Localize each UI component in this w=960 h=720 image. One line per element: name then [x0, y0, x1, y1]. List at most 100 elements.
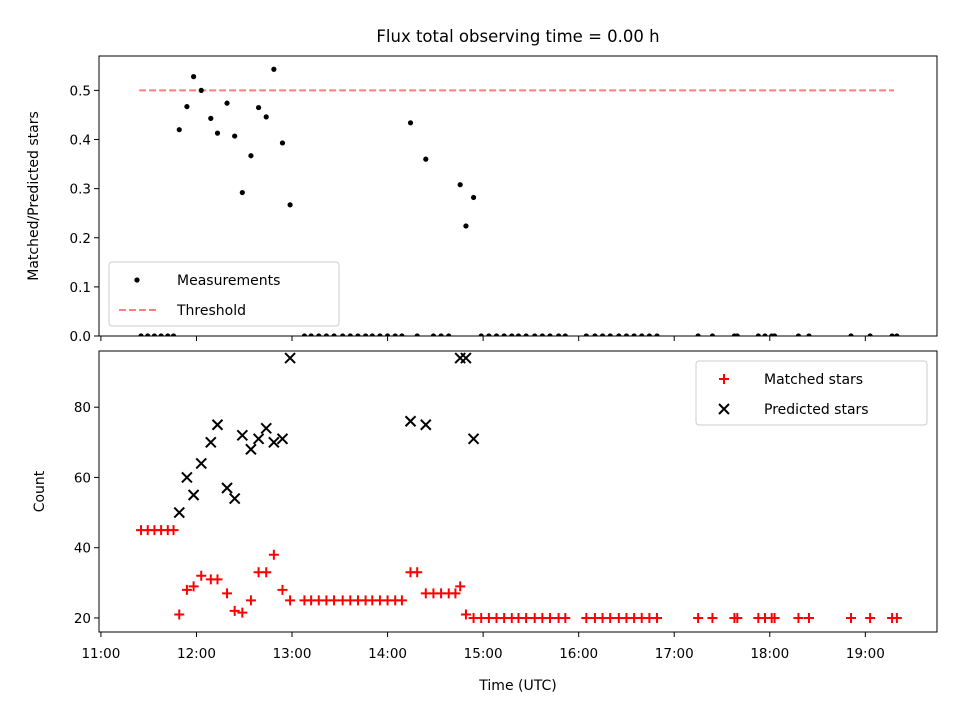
- legend-label: Threshold: [176, 303, 246, 319]
- matched-star-point: [212, 574, 223, 585]
- measurement-point: [631, 333, 637, 336]
- measurement-point: [599, 333, 606, 336]
- predicted-star-point: [460, 352, 472, 364]
- measurement-point: [308, 333, 314, 336]
- measurement-point: [867, 333, 873, 336]
- x-tick-label: 19:00: [846, 646, 885, 662]
- predicted-star-point: [173, 506, 185, 519]
- measurement-point: [894, 333, 900, 336]
- predicted-star-point: [252, 433, 265, 445]
- measurement-point: [446, 333, 452, 336]
- measurement-point: [889, 333, 895, 336]
- matched-star-point: [560, 612, 571, 623]
- measurement-point: [623, 333, 630, 336]
- predicted-star-point: [195, 457, 207, 470]
- measurement-point: [438, 333, 444, 336]
- measurement-point: [355, 333, 361, 336]
- measurement-point: [470, 194, 477, 201]
- panel-ratio: 0.0 0.1 0.2 0.3 0.4 0.5 Matched/Predicted star…: [26, 55, 938, 345]
- panel-count: 20 40 60 80 11:00 12:00 13:00 14:00 15:00 16:00 17…: [32, 350, 938, 662]
- x-tick-label: 12:00: [177, 646, 216, 662]
- matched-star-point: [846, 612, 857, 623]
- matched-star-point: [188, 581, 199, 592]
- predicted-star-point: [228, 492, 241, 505]
- measurement-point: [515, 333, 522, 336]
- measurement-point: [165, 333, 171, 336]
- measurement-point: [151, 333, 158, 336]
- x-tick-label: 14:00: [368, 646, 407, 662]
- matched-star-point: [174, 609, 185, 620]
- measurement-point: [316, 333, 322, 336]
- matched-star-point: [891, 612, 902, 623]
- measurement-point: [478, 333, 484, 336]
- measurement-point: [340, 333, 346, 336]
- measurement-point: [287, 202, 293, 208]
- axes-frame: [98, 55, 938, 337]
- plot-area: [136, 352, 902, 623]
- predicted-star-point: [211, 419, 224, 431]
- matched-star-point: [455, 581, 466, 592]
- y-tick-label: 0.0: [70, 329, 91, 345]
- y-tick-label: 20: [74, 611, 91, 627]
- measurement-point: [362, 333, 369, 336]
- measurement-point: [279, 140, 286, 146]
- measurement-point: [239, 189, 245, 196]
- x-axis-label: Time (UTC): [478, 678, 556, 694]
- measurement-point: [232, 133, 238, 139]
- x-tick-label: 18:00: [750, 646, 789, 662]
- measurement-point: [407, 120, 414, 126]
- y-tick-label: 0.4: [70, 133, 91, 149]
- measurement-point: [463, 223, 469, 229]
- predicted-star-point: [268, 436, 280, 449]
- predicted-star-point: [187, 489, 200, 501]
- measurement-point: [145, 333, 151, 336]
- predicted-star-point: [420, 419, 432, 431]
- matched-star-point: [237, 607, 248, 618]
- legend-predicted-swatch: [718, 403, 730, 415]
- legend-box: [108, 261, 340, 327]
- measurement-point: [384, 333, 391, 336]
- measurement-point: [208, 115, 214, 121]
- measurement-point: [430, 333, 437, 336]
- measurement-point: [198, 87, 204, 93]
- measurement-point: [734, 333, 740, 336]
- matched-star-point: [450, 588, 461, 599]
- y-tick-label: 80: [74, 400, 91, 416]
- y-tick-label: 0.1: [70, 280, 91, 296]
- y-tick-label: 0.3: [70, 182, 91, 198]
- matched-star-point: [261, 567, 272, 578]
- matched-star-point: [793, 612, 804, 623]
- legend-box: [695, 360, 928, 426]
- predicted-star-point: [276, 433, 289, 445]
- matched-star-point: [693, 612, 704, 623]
- measurement-point: [184, 103, 190, 110]
- matched-star-point: [732, 612, 743, 623]
- measurement-point: [493, 333, 500, 336]
- matched-star-point: [222, 588, 233, 599]
- measurement-point: [755, 333, 761, 336]
- y-axis-label: Count: [32, 470, 48, 512]
- measurement-point: [392, 333, 398, 336]
- matched-star-point: [412, 567, 423, 578]
- predicted-star-point: [236, 429, 249, 442]
- measurement-point: [592, 333, 598, 336]
- legend: Matched stars Predicted stars: [695, 360, 928, 426]
- x-tick-label: 17:00: [655, 646, 694, 662]
- y-axis-label: Matched/Predicted stars: [26, 111, 42, 281]
- matched-star-point: [277, 584, 288, 595]
- axes-frame: [98, 350, 938, 633]
- measurement-point: [501, 333, 507, 336]
- x-tick-label: 13:00: [273, 646, 312, 662]
- matched-star-point: [268, 549, 279, 560]
- legend-measurement-swatch: [134, 277, 140, 283]
- measurement-point: [771, 333, 778, 336]
- measurement-point: [523, 333, 529, 336]
- predicted-star-point: [284, 352, 296, 364]
- matched-star-point: [803, 612, 814, 623]
- y-tick-label: 0.5: [70, 83, 91, 99]
- legend: Measurements Threshold: [108, 261, 340, 327]
- matched-star-point: [245, 595, 256, 606]
- x-tick-label: 15:00: [464, 646, 503, 662]
- measurement-point: [248, 153, 254, 159]
